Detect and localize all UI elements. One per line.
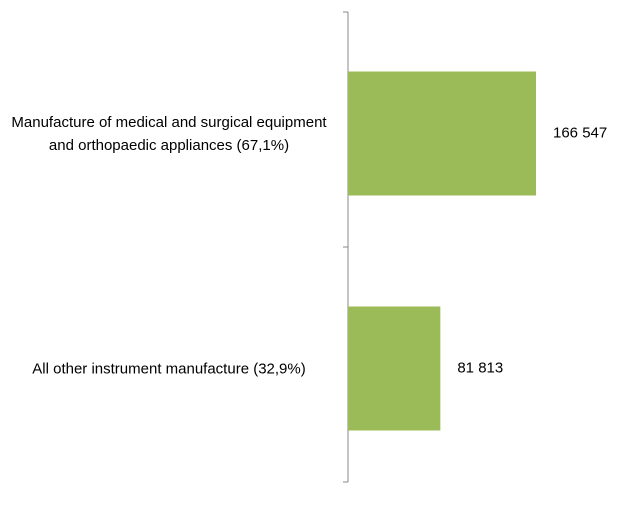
- value-label: 81 813: [457, 359, 503, 376]
- category-label: All other instrument manufacture (32,9%): [32, 360, 306, 377]
- bar: [348, 306, 441, 431]
- bar: [348, 71, 536, 196]
- category-label: Manufacture of medical and surgical equi…: [11, 113, 327, 154]
- value-label: 166 547: [553, 124, 607, 141]
